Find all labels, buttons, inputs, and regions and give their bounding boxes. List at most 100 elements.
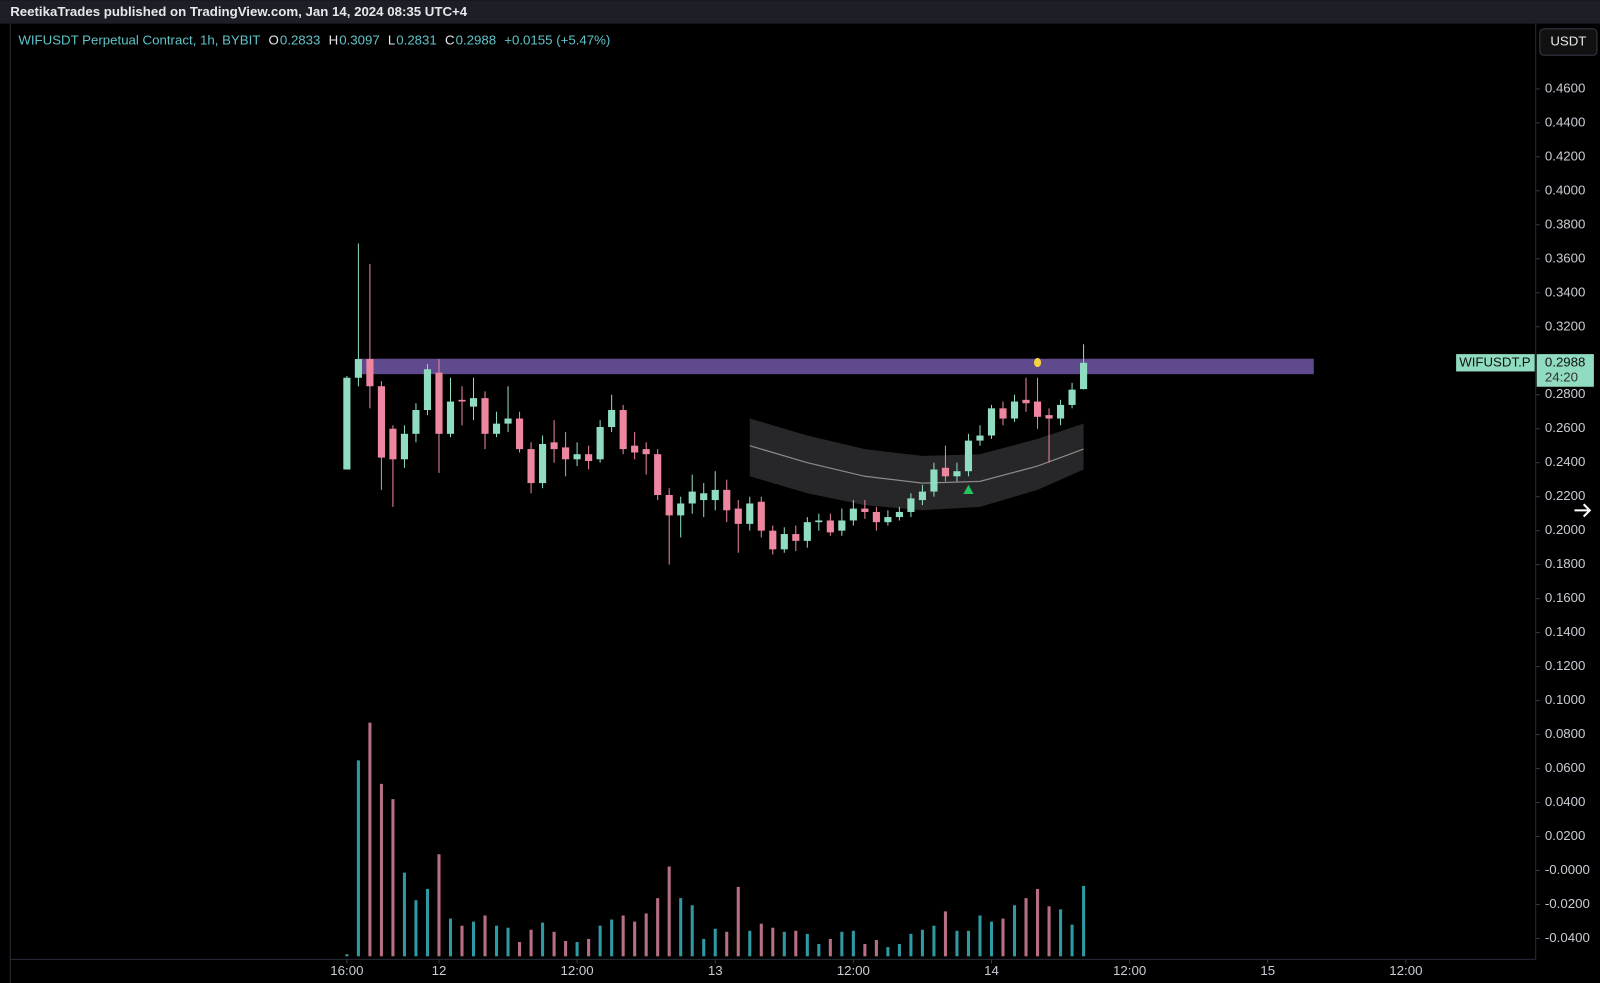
volume-bar (863, 944, 867, 957)
volume-bar (1036, 888, 1040, 957)
volume-bar (610, 919, 614, 957)
x-tick-label: 12:00 (837, 963, 870, 978)
y-tick-label: 0.4600 (1545, 80, 1586, 95)
volume-bar (368, 722, 372, 957)
volume-bar (874, 939, 878, 957)
y-tick-label: 0.4200 (1545, 148, 1586, 163)
candle-body (573, 454, 581, 460)
volume-bar (345, 954, 349, 957)
candle-body (792, 534, 800, 541)
y-tick-label: 0.3600 (1545, 250, 1586, 265)
candle-body (654, 454, 662, 495)
candle-body (562, 447, 570, 460)
legend-value: 0.2988 (456, 32, 497, 47)
candle-body (780, 534, 788, 550)
volume-bar (575, 942, 579, 957)
candle-body (596, 427, 604, 460)
y-tick-label: 0.2600 (1545, 420, 1586, 435)
candle-body (1010, 401, 1019, 419)
volume-bar (1047, 906, 1051, 957)
y-tick-label: 0.0400 (1545, 794, 1586, 809)
scroll-arrow[interactable] (1574, 503, 1592, 518)
volume-bar (379, 783, 383, 957)
currency[interactable]: USDT (1550, 34, 1586, 49)
volume-bar (828, 938, 832, 957)
volume-bar (932, 925, 936, 957)
x-tick-label: 13 (708, 963, 723, 978)
y-tick-label: 0.3800 (1545, 216, 1586, 231)
candle-body (987, 408, 996, 436)
volume-bar (840, 931, 844, 957)
volume-bar (1059, 909, 1063, 957)
y-tick-label: 0.1600 (1545, 590, 1586, 605)
candle-body (631, 445, 639, 453)
candle-body (412, 410, 420, 434)
candle-body (838, 520, 846, 531)
volume-bar (955, 930, 959, 957)
candle-body (366, 359, 374, 387)
volume-bar (644, 913, 648, 957)
candle-body (343, 377, 351, 470)
volume-bar (391, 799, 395, 957)
legend-change: +0.0155 (+5.47%) (504, 32, 610, 47)
currency-button[interactable] (1539, 28, 1598, 56)
candle-body (884, 517, 892, 523)
x-tick-label: 12:00 (561, 963, 594, 978)
volume-bar (713, 928, 717, 957)
candle-body (515, 418, 524, 450)
volume-bar (529, 929, 533, 957)
candle-body (941, 467, 950, 477)
volume-bar (978, 915, 982, 957)
header-bar (0, 0, 1600, 24)
candle-body (757, 501, 765, 531)
y-tick-label: 0.1800 (1545, 556, 1586, 571)
price-tag-box (1536, 354, 1594, 387)
legend-value: 0.2831 (396, 32, 437, 47)
volume-bar (771, 927, 775, 957)
candle-body (492, 423, 501, 434)
y-tick-label: -0.0400 (1545, 930, 1590, 945)
volume-bar (1001, 918, 1005, 957)
volume-bar (920, 929, 924, 957)
candle-body (930, 469, 938, 492)
volume-bar (1012, 905, 1017, 957)
legend-value: 0.3097 (339, 32, 380, 47)
candle-body (953, 471, 961, 477)
y-tick-label: 0.2200 (1545, 488, 1586, 503)
volume-bar (667, 866, 671, 957)
band-area (749, 418, 1084, 511)
candle-body (895, 511, 903, 518)
candle-body (1056, 404, 1065, 419)
volume-bar (518, 942, 522, 957)
candle-body (677, 503, 685, 516)
candle-body (400, 433, 409, 460)
price-tag-countdown: 24:20 (1545, 370, 1578, 385)
candle-body (458, 399, 466, 402)
volume-bar (448, 918, 453, 957)
legend-key: L (388, 32, 395, 47)
volume-bar (725, 931, 729, 957)
volume-bar (460, 925, 464, 957)
x-tick-label: 16:00 (330, 963, 363, 978)
y-tick-label: 0.1000 (1545, 692, 1586, 707)
candle-body (550, 442, 558, 450)
volume-bar (633, 921, 637, 957)
volume-bar (471, 921, 476, 957)
candle-body (481, 398, 489, 434)
x-tick-label: 15 (1260, 963, 1275, 978)
y-tick-label: 0.4400 (1545, 114, 1586, 129)
volume-bar (587, 938, 591, 957)
volume-bar (656, 898, 660, 957)
volume-bar (621, 915, 625, 957)
volume-bar (1024, 898, 1028, 957)
candle-body (1022, 399, 1030, 404)
candle-body (734, 508, 742, 524)
y-tick-label: 0.0800 (1545, 726, 1586, 741)
volume-bar (851, 930, 855, 957)
volume-bar (494, 925, 499, 957)
volume-bar (541, 922, 545, 957)
y-tick-label: 0.1400 (1545, 624, 1586, 639)
candle-body (711, 489, 719, 501)
volume-bar (483, 915, 487, 957)
